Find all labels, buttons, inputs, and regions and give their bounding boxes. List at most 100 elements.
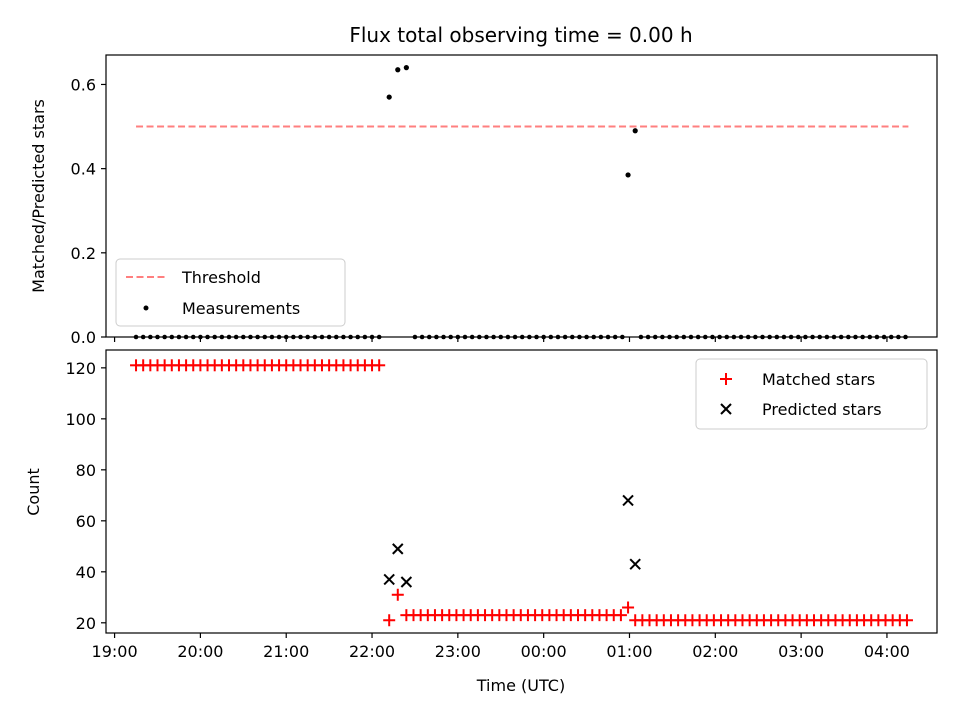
measurement-point [569, 334, 575, 340]
measurement-point [767, 334, 772, 340]
measurement-point [155, 334, 160, 340]
bottom-x-ticks: 19:00 20:00 21:00 22:00 23:00 00:00 01:00 02:00… [92, 633, 910, 661]
measurement-point [312, 334, 318, 340]
measurement-points [133, 65, 908, 340]
measurement-point [469, 334, 475, 340]
x-tick-label: 23:00 [435, 642, 481, 661]
measurement-point [262, 334, 268, 340]
bottom-legend: Matched stars Predicted stars [695, 358, 928, 430]
measurement-point [133, 334, 139, 340]
measurement-point [881, 334, 887, 340]
measurement-point [219, 334, 225, 340]
measurement-point [462, 334, 468, 340]
bottom-panel: 20 40 60 80 100 120 19:00 20:00 21:00 22:00 23:00… [24, 349, 938, 695]
measurement-point [781, 334, 787, 340]
measurement-point [738, 334, 744, 340]
measurement-point [717, 334, 722, 340]
measurement-point [860, 334, 865, 340]
measurement-point [562, 334, 568, 340]
measurement-point [577, 334, 582, 340]
measurement-point [386, 94, 392, 100]
measurement-point [896, 334, 901, 340]
measurement-point [688, 334, 694, 340]
measurement-point [632, 128, 638, 134]
measurement-point [745, 334, 751, 340]
bottom-y-ticks: 20 40 60 80 100 120 [65, 359, 106, 633]
measurement-point [348, 334, 353, 340]
legend-predicted-label: Predicted stars [762, 400, 882, 419]
measurement-point [419, 334, 425, 340]
measurement-point [269, 334, 275, 340]
measurement-point [176, 334, 182, 340]
measurement-point [903, 334, 908, 340]
measurement-point [817, 334, 823, 340]
x-tick-label: 19:00 [92, 642, 138, 661]
x-tick-label: 01:00 [606, 642, 652, 661]
measurement-point [667, 334, 672, 340]
measurement-point [598, 334, 604, 340]
top-legend-box [115, 258, 346, 327]
measurement-point [652, 334, 658, 340]
top-y-tick-label: 0.2 [71, 244, 96, 263]
measurement-point [298, 334, 303, 340]
measurement-point [512, 334, 518, 340]
measurement-point [455, 334, 461, 340]
measurement-point [795, 334, 801, 340]
top-y-tick-label: 0.6 [71, 75, 96, 94]
top-y-tick-label: 0.0 [71, 328, 96, 347]
x-tick-label: 22:00 [349, 642, 395, 661]
measurement-point [838, 334, 844, 340]
measurement-point [888, 334, 894, 340]
x-tick-label: 04:00 [864, 642, 910, 661]
measurement-point [710, 334, 715, 340]
measurement-point [333, 334, 339, 340]
top-legend: Threshold Measurements [115, 258, 346, 327]
measurement-point [248, 334, 253, 340]
measurement-point [233, 334, 239, 340]
matched-star-point [622, 601, 635, 614]
measurement-point [605, 334, 611, 340]
legend-matched-swatch [720, 373, 732, 385]
measurement-point [484, 334, 489, 340]
bottom-y-tick-label: 40 [76, 563, 96, 582]
measurement-point [846, 334, 851, 340]
measurement-point [403, 65, 409, 71]
measurement-point [695, 334, 701, 340]
predicted-star-point [400, 576, 413, 588]
bottom-y-axis-label: Count [24, 468, 43, 516]
measurement-point [541, 334, 546, 340]
measurement-point [477, 334, 482, 340]
measurement-point [283, 334, 289, 340]
measurement-point [434, 334, 439, 340]
measurement-point [162, 334, 167, 340]
measurement-point [853, 334, 858, 340]
measurement-point [255, 334, 260, 340]
legend-predicted-swatch [720, 403, 732, 415]
predicted-star-point [392, 543, 404, 555]
measurement-point [412, 334, 418, 340]
measurement-point [660, 334, 665, 340]
x-tick-label: 20:00 [177, 642, 223, 661]
measurement-point [362, 334, 368, 340]
predicted-star-point [383, 573, 395, 586]
measurement-point [341, 334, 346, 340]
measurement-point [212, 334, 218, 340]
measurement-point [305, 334, 310, 340]
measurement-point [291, 334, 296, 340]
x-tick-label: 03:00 [778, 642, 824, 661]
bottom-y-tick-label: 100 [65, 410, 96, 429]
top-panel: 0.0 0.2 0.4 0.6 Matched/Predicted stars Thr… [29, 54, 938, 347]
measurement-point [760, 334, 765, 340]
measurement-point [831, 334, 837, 340]
measurement-point [140, 334, 146, 340]
measurement-point [591, 334, 597, 340]
measurement-point [731, 334, 737, 340]
measurement-point [584, 334, 589, 340]
measurement-point [788, 334, 794, 340]
x-axis-label: Time (UTC) [476, 676, 565, 695]
bottom-y-tick-label: 80 [76, 461, 96, 480]
top-y-axis-label: Matched/Predicted stars [29, 99, 48, 293]
matched-star-point [900, 614, 913, 627]
matched-stars-points [130, 359, 913, 627]
